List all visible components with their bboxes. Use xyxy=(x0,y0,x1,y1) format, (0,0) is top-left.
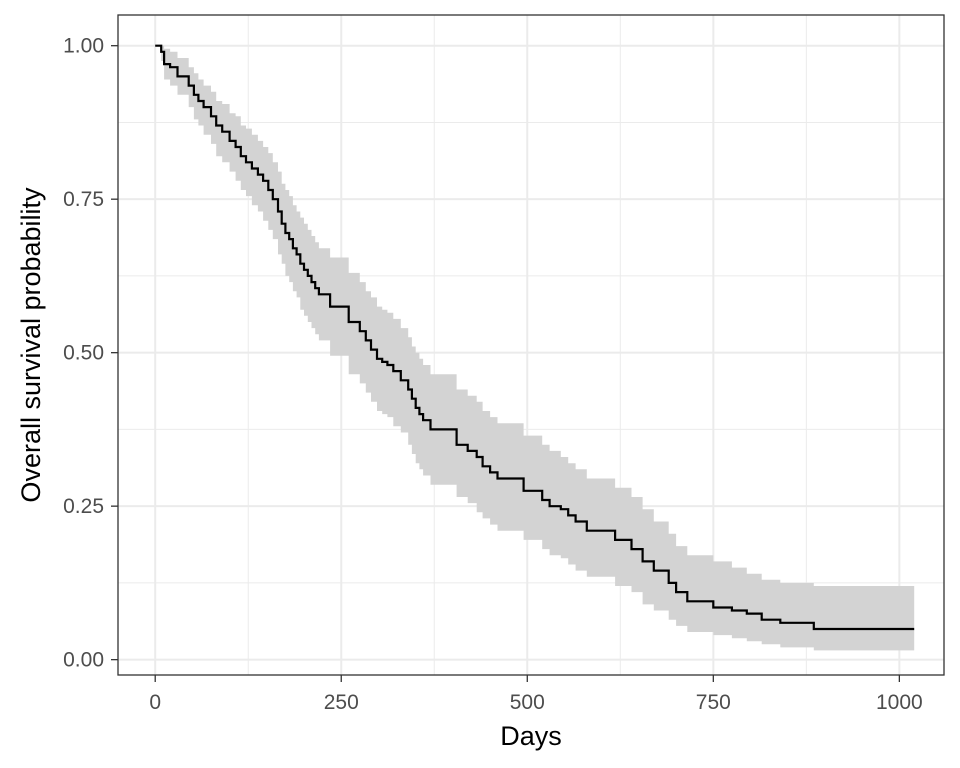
plot-panel-border xyxy=(117,14,945,676)
grid-lines xyxy=(118,15,944,675)
x-tick-label: 500 xyxy=(510,691,545,714)
x-tick-label: 750 xyxy=(696,691,731,714)
y-tick-label: 0.00 xyxy=(63,649,104,672)
y-tick-label: 0.50 xyxy=(63,342,104,365)
x-axis-title: Days xyxy=(500,721,562,751)
y-tick-label: 0.75 xyxy=(63,188,104,211)
confidence-band xyxy=(155,45,915,651)
axis-ticks: 0 250 500 750 1000 0.00 0.25 0.50 0.75 1.00 xyxy=(63,35,923,714)
x-tick-label: 0 xyxy=(149,691,161,714)
survival-curve xyxy=(155,44,915,631)
confidence-band-group xyxy=(155,45,915,651)
x-tick-label: 1000 xyxy=(876,691,923,714)
y-tick-label: 1.00 xyxy=(63,35,104,58)
y-tick-label: 0.25 xyxy=(63,495,104,518)
x-tick-label: 250 xyxy=(324,691,359,714)
survival-curve-group xyxy=(155,44,915,631)
y-axis-title: Overall survival probability xyxy=(16,187,46,503)
